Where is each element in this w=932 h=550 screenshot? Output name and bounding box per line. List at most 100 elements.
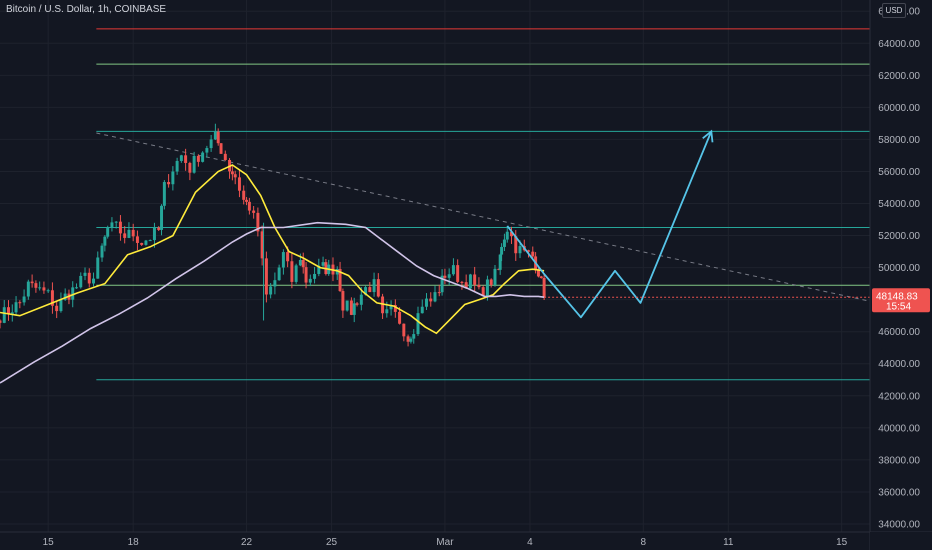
candle-body [349, 300, 353, 315]
candle-body [412, 334, 416, 339]
candle-body [260, 231, 264, 259]
candle-body [247, 201, 251, 211]
candle-body [447, 274, 451, 278]
price-tag: 48148.83 15:54 [872, 288, 930, 313]
candle-body [298, 259, 302, 266]
candle-body [83, 272, 87, 276]
x-tick-label: 22 [241, 537, 253, 548]
candle-body [485, 279, 489, 297]
x-tick-label: 25 [326, 537, 338, 548]
candle-body [92, 278, 96, 284]
currency-button[interactable]: USD [882, 3, 906, 18]
candle-body [59, 299, 63, 312]
candle-body [493, 268, 497, 285]
y-tick-label: 56000.00 [878, 167, 920, 178]
trendline[interactable] [96, 132, 871, 302]
candle-body [167, 182, 171, 185]
candle-body [502, 239, 506, 247]
candle-body [468, 274, 472, 289]
y-tick-label: 44000.00 [878, 359, 920, 370]
candle-body [269, 286, 273, 295]
candle-body [131, 229, 135, 237]
last-price-tag [872, 288, 930, 313]
candle-body [46, 290, 50, 292]
candle-body [313, 273, 317, 279]
moving-average-line [0, 164, 545, 335]
candle-body [443, 275, 447, 278]
y-tick-label: 42000.00 [878, 391, 920, 402]
projection-path[interactable] [506, 129, 870, 319]
candle-body [489, 279, 493, 285]
candle-body [14, 302, 18, 313]
candle-body [364, 287, 368, 295]
candle-body [518, 246, 522, 254]
x-tick-label: Mar [436, 537, 454, 548]
candle-body [219, 143, 223, 154]
candle-body [477, 284, 481, 288]
candle-body [527, 250, 531, 252]
y-tick-label: 34000.00 [878, 519, 920, 530]
candle-body [118, 221, 122, 234]
candle-body [55, 305, 59, 312]
x-tick-label: 18 [128, 537, 140, 548]
candle-body [196, 155, 200, 162]
candle-body [7, 307, 10, 314]
candle-body [273, 280, 277, 287]
candle-body [536, 270, 540, 277]
candle-body [87, 272, 91, 284]
candle-body [123, 233, 127, 238]
candle-body [26, 281, 30, 297]
x-tick-label: 11 [723, 537, 734, 548]
candle-body [301, 259, 305, 268]
candle-body [140, 242, 144, 245]
candle-body [252, 210, 256, 213]
candle-body [0, 320, 2, 323]
candle-body [10, 312, 14, 314]
horizontal-levels[interactable] [96, 28, 870, 381]
candle-body [34, 283, 38, 288]
candle-body [192, 155, 196, 173]
moving-averages [0, 164, 545, 384]
candle-body [385, 309, 389, 314]
candle-body [294, 265, 298, 282]
candle-body [179, 155, 183, 161]
candle-body [456, 265, 460, 282]
candle-body [345, 300, 349, 311]
candle-body [71, 287, 75, 300]
y-tick-label: 46000.00 [878, 327, 920, 338]
y-tick-label: 36000.00 [878, 487, 920, 498]
candle-body [498, 254, 502, 270]
candle-body [213, 131, 217, 140]
candle-body [152, 227, 156, 241]
candle-body [393, 304, 397, 312]
candle-body [372, 279, 376, 293]
candle-body [209, 139, 213, 149]
axis-corner [870, 532, 932, 550]
candle-body [160, 205, 164, 230]
candle-body [148, 240, 152, 242]
candle-body [233, 174, 237, 178]
candle-body [317, 265, 321, 274]
candle-body [359, 294, 363, 305]
candle-body [389, 304, 393, 310]
projection-line [506, 131, 713, 319]
candle-body [308, 278, 312, 283]
candle-body [135, 236, 139, 243]
candle-body [451, 265, 455, 275]
candle-body [460, 281, 464, 283]
moving-average-line [0, 221, 545, 384]
x-tick-label: 15 [43, 537, 55, 548]
countdown-value: 15:54 [886, 301, 911, 312]
candle-body [42, 287, 46, 291]
candle-body [96, 257, 100, 279]
candle-body [368, 287, 372, 293]
candle-body [539, 276, 543, 278]
candle-body [510, 231, 514, 237]
candle-body [127, 229, 131, 238]
candle-body [18, 302, 22, 304]
candle-body [355, 303, 359, 305]
candle-body [416, 313, 420, 335]
descending-trendline [96, 132, 871, 302]
candle-body [473, 274, 477, 285]
